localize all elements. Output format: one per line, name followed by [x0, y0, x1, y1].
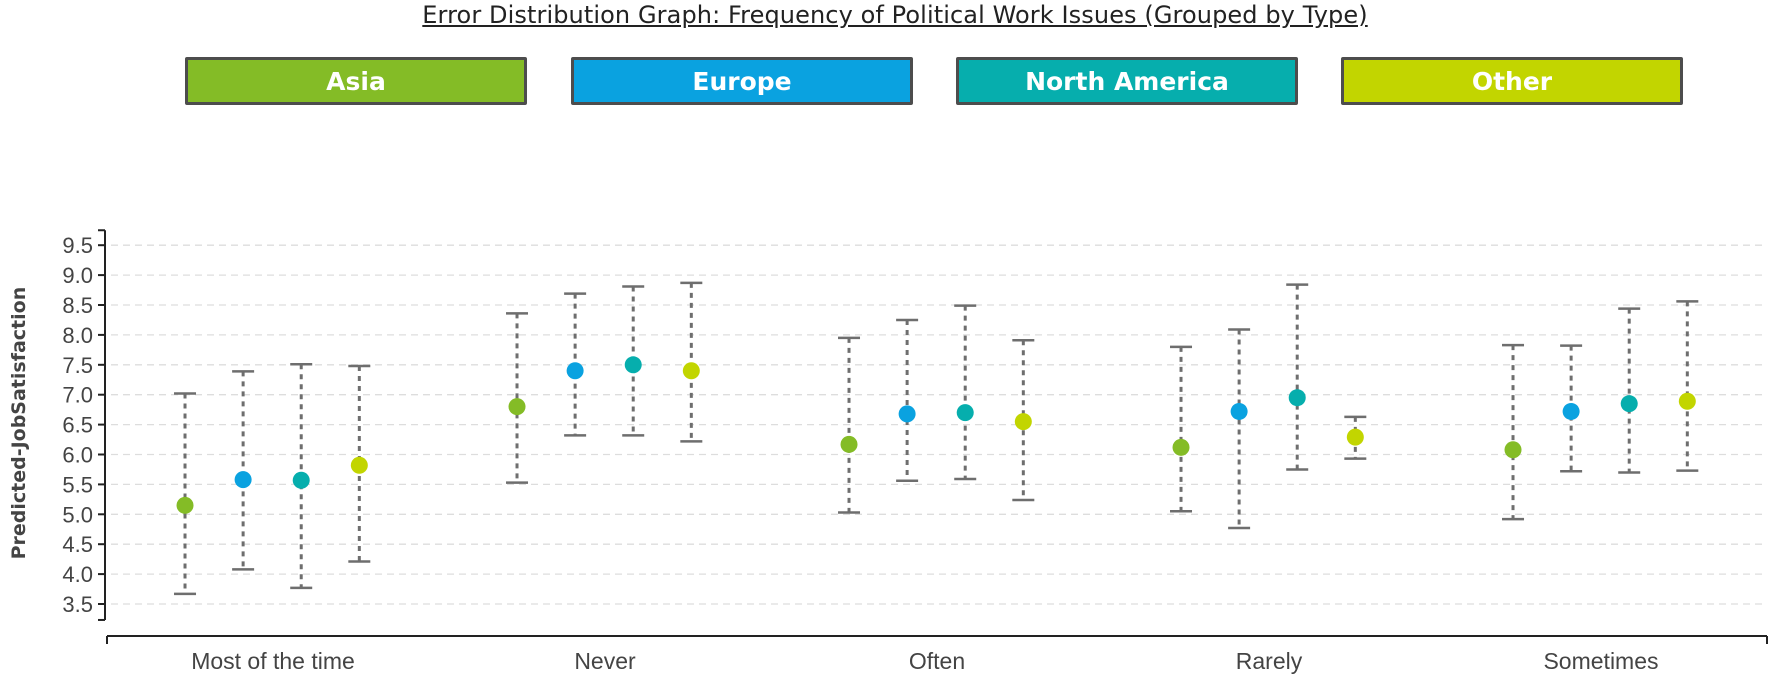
- x-category-label: Rarely: [1236, 648, 1303, 674]
- y-tick-label: 3.5: [62, 592, 93, 617]
- x-category-label: Sometimes: [1543, 648, 1658, 674]
- y-tick-label: 6.5: [62, 413, 93, 438]
- y-tick-label: 7.5: [62, 353, 93, 378]
- legend-label-asia: Asia: [326, 66, 386, 96]
- y-tick-label: 8.5: [62, 293, 93, 318]
- y-tick-label: 9.0: [62, 263, 93, 288]
- data-point: [1562, 402, 1580, 420]
- y-tick-label: 8.0: [62, 323, 93, 348]
- data-point: [898, 405, 916, 423]
- data-point: [350, 456, 368, 474]
- x-category-label: Never: [574, 648, 636, 674]
- data-point: [840, 435, 858, 453]
- data-point: [234, 471, 252, 489]
- x-category-label: Often: [909, 648, 965, 674]
- y-tick-label: 7.0: [62, 383, 93, 408]
- legend-button-europe[interactable]: Europe: [571, 57, 913, 105]
- y-tick-label: 5.5: [62, 472, 93, 497]
- y-tick-label: 6.0: [62, 443, 93, 468]
- y-tick-label: 4.0: [62, 562, 93, 587]
- data-point: [292, 471, 310, 489]
- data-point: [682, 362, 700, 380]
- y-tick-label: 4.5: [62, 532, 93, 557]
- y-tick-label: 9.5: [62, 233, 93, 258]
- data-point: [624, 356, 642, 374]
- legend-label-europe: Europe: [692, 66, 792, 96]
- data-point: [1620, 395, 1638, 413]
- legend-label-other: Other: [1471, 66, 1553, 96]
- y-tick-label: 5.0: [62, 502, 93, 527]
- legend-button-asia[interactable]: Asia: [185, 57, 527, 105]
- data-point: [1230, 402, 1248, 420]
- x-category-label: Most of the time: [191, 648, 355, 674]
- legend-button-other[interactable]: Other: [1341, 57, 1683, 105]
- legend-button-north-america[interactable]: North America: [956, 57, 1298, 105]
- data-point: [1014, 413, 1032, 431]
- data-point: [1288, 389, 1306, 407]
- data-point: [956, 404, 974, 422]
- data-point: [1678, 392, 1696, 410]
- data-point: [1346, 428, 1364, 446]
- y-axis-label: Predicted-JobSatisfaction: [8, 287, 30, 560]
- data-point: [1504, 441, 1522, 459]
- data-point: [508, 398, 526, 416]
- chart-title: Error Distribution Graph: Frequency of P…: [422, 1, 1368, 29]
- data-point: [566, 362, 584, 380]
- data-point: [176, 496, 194, 514]
- legend-label-north-america: North America: [1025, 66, 1229, 96]
- data-point: [1172, 438, 1190, 456]
